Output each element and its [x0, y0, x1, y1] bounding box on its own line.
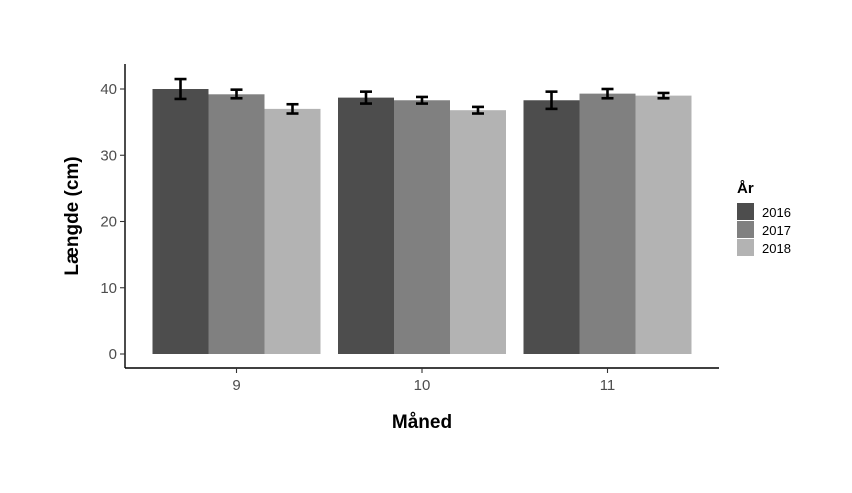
x-ticks: 9 10 11 [232, 368, 615, 394]
errorbar-2017-10 [416, 95, 428, 105]
errorbar-2017-9 [230, 88, 243, 100]
bar-2016-10 [338, 97, 394, 355]
y-ticks: 0 10 20 30 40 [100, 81, 125, 363]
y-axis-title: Længde (cm) [62, 156, 83, 275]
y-tick-label: 0 [109, 346, 117, 363]
bar-2017-10 [394, 100, 450, 354]
x-tick-label: 11 [600, 377, 616, 394]
x-tick-label: 9 [232, 377, 240, 394]
legend-key-2017 [737, 221, 754, 238]
bar-2017-9 [208, 94, 265, 355]
legend-key-2018 [737, 239, 754, 256]
errorbar-2016-10 [360, 90, 372, 105]
bar-2018-11 [635, 95, 692, 354]
y-tick-label: 20 [100, 214, 117, 231]
errorbar-2017-11 [601, 87, 614, 100]
errorbars-layer [174, 77, 670, 115]
x-tick-label: 10 [414, 377, 431, 394]
bar-2016-11 [523, 100, 580, 354]
bars-layer [152, 89, 692, 355]
legend-label-2017: 2017 [762, 223, 791, 238]
legend-title: År [737, 180, 754, 197]
y-tick-label: 10 [100, 280, 117, 297]
bar-2018-9 [264, 108, 321, 354]
errorbar-2018-11 [657, 91, 670, 100]
y-tick-label: 30 [100, 147, 117, 164]
errorbar-2016-9 [174, 77, 187, 101]
bar-2016-9 [152, 89, 209, 354]
errorbar-2018-9 [286, 102, 299, 115]
legend-label-2018: 2018 [762, 241, 791, 256]
errorbar-2016-11 [545, 90, 558, 111]
bar-2018-10 [450, 110, 506, 354]
y-tick-label: 40 [100, 81, 117, 98]
errorbar-2018-10 [472, 105, 484, 115]
bar-2017-11 [579, 93, 636, 354]
legend-label-2016: 2016 [762, 205, 791, 220]
legend-key-2016 [737, 203, 754, 220]
legend: År 2016 2017 2018 [737, 180, 791, 256]
x-axis-title: Måned [392, 412, 452, 433]
